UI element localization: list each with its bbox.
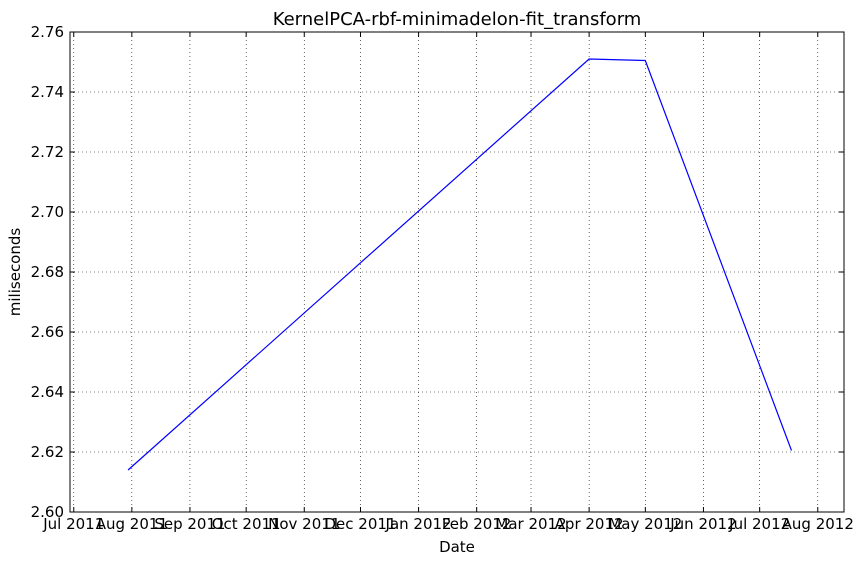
y-tick-label: 2.70 [31,203,64,221]
x-tick-label: Jun 2012 [669,515,736,533]
ticks: 2.60 2.62 2.64 2.66 2.68 2.70 2.72 2.74 2.76 Jul … [31,23,854,533]
x-tick-label: Apr 2012 [555,515,624,533]
chart-title: KernelPCA-rbf-minimadelon-fit_transform [273,9,642,30]
y-axis-label: miliseconds [6,228,24,317]
x-tick-label: Feb 2012 [442,515,512,533]
y-tick-label: 2.66 [31,323,64,341]
x-tick-label: Sep 2011 [154,515,225,533]
x-tick-label: Dec 2011 [324,515,396,533]
x-tick-label: Aug 2012 [782,515,854,533]
y-tick-label: 2.60 [31,503,64,521]
grid [70,31,844,513]
y-tick-label: 2.64 [31,383,64,401]
y-tick-label: 2.74 [31,83,64,101]
y-tick-label: 2.76 [31,23,64,41]
x-tick-label: May 2012 [608,515,682,533]
y-tick-label: 2.62 [31,443,64,461]
x-tick-label: Mar 2012 [495,515,566,533]
y-tick-label: 2.68 [31,263,64,281]
x-axis-label: Date [439,538,475,556]
x-tick-label: Oct 2011 [212,515,281,533]
x-tick-label: Jul 2012 [728,515,790,533]
x-tick-label: Jul 2011 [42,515,104,533]
x-tick-label: Nov 2011 [268,515,340,533]
x-tick-label: Aug 2011 [96,515,168,533]
series-layer [127,58,793,471]
y-tick-label: 2.72 [31,143,64,161]
series-line [127,58,793,471]
x-tick-label: Jan 2012 [385,515,452,533]
